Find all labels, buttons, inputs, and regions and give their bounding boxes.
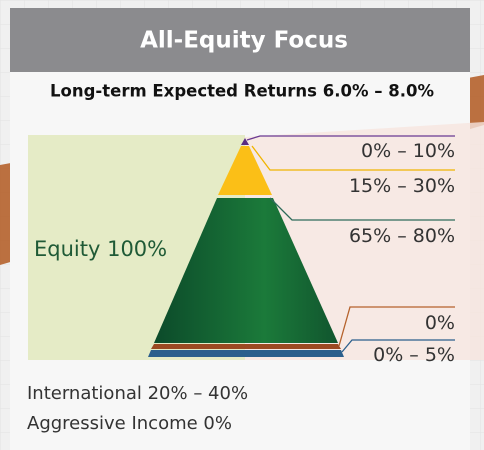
layer-green [154, 198, 338, 343]
range-label: 15% – 30% [349, 175, 455, 197]
footer-line: Aggressive Income 0% [27, 413, 232, 434]
leader [269, 197, 455, 221]
range-label: 0% – 10% [361, 140, 455, 162]
equity-label: Equity 100% [34, 237, 167, 261]
title: All-Equity Focus [140, 28, 348, 54]
footer-line: International 20% – 40% [27, 383, 248, 404]
layer-yellow [218, 146, 272, 195]
layer-tip [241, 138, 249, 145]
layer-brown [151, 344, 341, 349]
range-label: 0% – 5% [373, 344, 455, 366]
subtitle: Long-term Expected Returns 6.0% – 8.0% [50, 82, 434, 101]
header-bar [10, 8, 470, 72]
layer-blue [148, 350, 344, 357]
leader [246, 135, 455, 141]
range-label: 65% – 80% [349, 225, 455, 247]
leader [251, 145, 455, 171]
leader [341, 339, 455, 353]
leader [338, 306, 455, 347]
range-label: 0% [425, 312, 455, 334]
